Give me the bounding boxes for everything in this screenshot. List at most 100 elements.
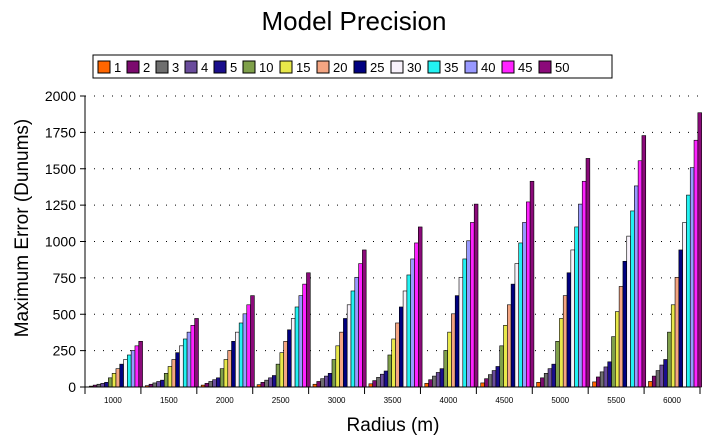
y-tick-label: 0 <box>68 379 76 395</box>
bar <box>491 370 497 388</box>
bar <box>379 373 385 388</box>
bar <box>637 160 643 388</box>
bar <box>611 336 616 388</box>
bar <box>499 345 504 388</box>
bar <box>503 325 508 388</box>
x-tick-label: 1000 <box>104 396 122 405</box>
bar <box>186 331 192 388</box>
bar <box>358 263 363 388</box>
bar <box>134 345 140 388</box>
bar <box>686 194 691 388</box>
bar <box>693 139 699 388</box>
legend-swatch <box>126 60 140 74</box>
bar <box>156 381 161 388</box>
bar <box>138 341 143 388</box>
legend-swatch <box>427 60 441 74</box>
bar <box>585 158 591 388</box>
legend-swatch <box>464 60 478 74</box>
legend-label: 3 <box>172 60 179 75</box>
y-tick-label: 1750 <box>45 124 76 140</box>
x-tick-label: 4500 <box>495 396 513 405</box>
bar <box>526 201 531 388</box>
bar <box>559 318 564 388</box>
bar <box>630 210 635 388</box>
bar <box>622 260 628 388</box>
chart-title: Model Precision <box>262 6 447 36</box>
legend-swatch <box>390 60 404 74</box>
y-axis-ticks: 0 250 500 750 1000 1250 1500 1750 2000 <box>45 88 85 395</box>
bar <box>115 368 121 388</box>
bar <box>678 249 683 388</box>
legend-label: 15 <box>296 60 310 75</box>
legend-label: 4 <box>201 60 208 75</box>
bar <box>171 359 176 388</box>
legend-label: 50 <box>555 60 569 75</box>
bar <box>484 378 489 388</box>
x-tick-label: 6000 <box>663 396 681 405</box>
x-axis-ticks: 1000 1500 2000 2500 3000 3500 4000 4500 5000 5500… <box>84 387 701 405</box>
bar <box>634 185 639 388</box>
y-tick-label: 1500 <box>45 161 76 177</box>
bar <box>566 272 572 388</box>
legend-label: 10 <box>259 60 273 75</box>
bar <box>458 276 464 388</box>
legend-label: 40 <box>481 60 495 75</box>
bar <box>655 370 661 388</box>
bar <box>327 373 333 388</box>
bar <box>350 290 356 388</box>
legend-swatch <box>538 60 552 74</box>
x-tick-label: 1500 <box>160 396 178 405</box>
bar <box>223 359 229 388</box>
bar <box>543 373 549 388</box>
bar <box>346 304 352 388</box>
x-tick-label: 2500 <box>272 396 290 405</box>
legend-label: 30 <box>407 60 421 75</box>
bar <box>570 249 575 388</box>
x-tick-label: 3500 <box>384 396 402 405</box>
bar <box>607 361 612 388</box>
bar <box>395 322 400 388</box>
bar <box>547 368 553 388</box>
legend-swatch <box>184 60 198 74</box>
bar <box>439 368 445 388</box>
bar <box>227 350 232 388</box>
bar <box>242 313 248 388</box>
bar <box>316 381 321 388</box>
bar <box>578 203 583 388</box>
bar <box>522 222 527 388</box>
bar <box>495 366 501 388</box>
bar <box>663 359 668 388</box>
bar <box>574 226 579 388</box>
bar <box>581 180 587 388</box>
bar <box>204 383 210 388</box>
y-tick-label: 500 <box>53 306 77 322</box>
bar <box>383 370 389 388</box>
bar <box>603 366 609 388</box>
bar <box>518 242 523 388</box>
bar <box>424 383 429 388</box>
bar <box>435 372 441 388</box>
bar <box>238 322 244 388</box>
bars <box>89 112 702 388</box>
bar <box>510 283 516 388</box>
bar <box>287 329 292 388</box>
x-tick-label: 5500 <box>607 396 625 405</box>
bar <box>447 331 452 388</box>
bar <box>294 306 300 388</box>
bar <box>659 364 664 388</box>
legend-swatch <box>316 60 330 74</box>
legend: 1 2 3 4 5 10 15 20 25 30 35 40 45 50 <box>92 54 613 79</box>
legend-label: 35 <box>444 60 458 75</box>
bar <box>432 375 437 388</box>
bar <box>298 295 303 388</box>
x-tick-label: 5000 <box>551 396 569 405</box>
legend-swatch <box>242 60 256 74</box>
bar <box>387 354 392 388</box>
bar <box>488 374 493 388</box>
bar <box>514 263 520 388</box>
bar <box>473 203 479 388</box>
bar <box>123 359 128 388</box>
bar <box>216 377 221 388</box>
bar <box>290 318 296 388</box>
bar <box>529 180 535 388</box>
